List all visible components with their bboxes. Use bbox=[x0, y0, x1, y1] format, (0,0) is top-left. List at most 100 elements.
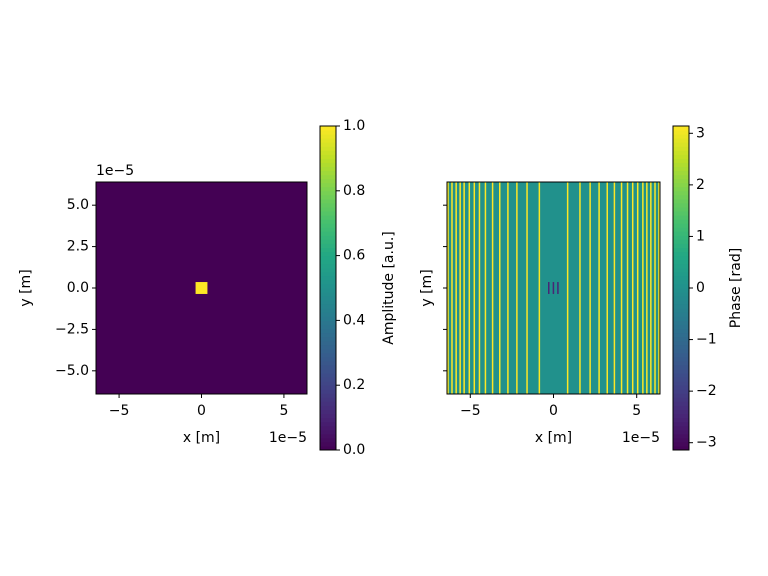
x-axis-label: x [m] bbox=[535, 430, 572, 446]
colorbar-segment bbox=[320, 134, 336, 139]
colorbar-segment bbox=[673, 166, 689, 172]
colorbar-tick-label: 0.4 bbox=[343, 312, 365, 328]
stripe bbox=[654, 182, 656, 394]
colorbar-segment bbox=[673, 445, 689, 451]
stripe bbox=[468, 182, 471, 394]
stripe bbox=[491, 182, 494, 394]
colorbar-segment bbox=[320, 373, 336, 378]
stripe bbox=[538, 182, 541, 394]
x-tick-label: 5 bbox=[632, 403, 641, 419]
colorbar-segment bbox=[320, 150, 336, 155]
colorbar-segment bbox=[320, 138, 336, 143]
colorbar-segment bbox=[673, 158, 689, 163]
colorbar-segment bbox=[320, 421, 336, 427]
colorbar-segment bbox=[320, 275, 336, 281]
colorbar-segment bbox=[673, 182, 689, 188]
stripe bbox=[606, 182, 608, 394]
y-tick-label: 2.5 bbox=[67, 239, 89, 255]
colorbar-segment bbox=[320, 364, 336, 370]
x-offset-label: 1e−5 bbox=[269, 430, 307, 446]
colorbar-segment bbox=[673, 421, 689, 427]
y-tick-label: −5.0 bbox=[55, 363, 89, 379]
colorbar-segment bbox=[673, 324, 689, 329]
colorbar-segment bbox=[673, 425, 689, 431]
region bbox=[557, 282, 559, 294]
colorbar-segment bbox=[673, 397, 689, 402]
colorbar-segment bbox=[673, 381, 689, 386]
colorbar-segment bbox=[320, 332, 336, 338]
colorbar-segment bbox=[673, 146, 689, 151]
colorbar-segment bbox=[673, 356, 689, 362]
colorbar-segment bbox=[673, 304, 689, 309]
y-axis-label: y [m] bbox=[18, 269, 34, 306]
colorbar-segment bbox=[320, 360, 336, 366]
colorbar-segment bbox=[673, 259, 689, 265]
colorbar-label: Amplitude [a.u.] bbox=[381, 231, 397, 344]
colorbar-segment bbox=[320, 178, 336, 184]
colorbar-segment bbox=[320, 223, 336, 228]
colorbar-segment bbox=[673, 126, 689, 131]
stripe bbox=[526, 182, 528, 394]
colorbar-segment bbox=[673, 194, 689, 200]
colorbar-segment bbox=[320, 207, 336, 212]
colorbar-segment bbox=[673, 186, 689, 192]
colorbar-segment bbox=[320, 328, 336, 334]
colorbar-segment bbox=[320, 283, 336, 289]
colorbar-segment bbox=[673, 413, 689, 419]
colorbar-segment bbox=[673, 340, 689, 346]
colorbar-segment bbox=[320, 243, 336, 248]
colorbar-segment bbox=[673, 138, 689, 143]
colorbar-segment bbox=[673, 198, 689, 204]
colorbar-segment bbox=[320, 288, 336, 293]
colorbar-segment bbox=[320, 267, 336, 273]
y-axis-label: y [m] bbox=[419, 269, 435, 306]
colorbar-segment bbox=[673, 336, 689, 342]
colorbar-segment bbox=[673, 219, 689, 224]
stripe bbox=[447, 182, 449, 394]
colorbar-segment bbox=[320, 437, 336, 443]
colorbar-segment bbox=[673, 134, 689, 139]
colorbar-segment bbox=[673, 190, 689, 196]
colorbar-segment bbox=[320, 215, 336, 220]
colorbar-segment bbox=[320, 417, 336, 423]
colorbar-segment bbox=[320, 433, 336, 439]
colorbar-segment bbox=[320, 198, 336, 204]
colorbar-segment bbox=[673, 267, 689, 273]
colorbar-segment bbox=[320, 130, 336, 135]
colorbar-segment bbox=[673, 279, 689, 285]
colorbar-segment bbox=[320, 219, 336, 224]
colorbar-segment bbox=[320, 186, 336, 192]
colorbar-tick-label: 1.0 bbox=[343, 118, 365, 134]
colorbar-segment bbox=[673, 154, 689, 159]
stripe bbox=[642, 182, 644, 394]
colorbar-segment bbox=[673, 393, 689, 398]
colorbar-segment bbox=[673, 437, 689, 443]
colorbar-tick-label: −1 bbox=[696, 332, 717, 348]
colorbar-segment bbox=[673, 377, 689, 382]
colorbar-segment bbox=[673, 215, 689, 220]
colorbar-segment bbox=[320, 316, 336, 321]
colorbar-segment bbox=[673, 360, 689, 366]
colorbar-segment bbox=[320, 389, 336, 394]
colorbar-segment bbox=[320, 251, 336, 257]
colorbar-segment bbox=[320, 320, 336, 325]
colorbar-segment bbox=[320, 369, 336, 374]
y-tick-label: 0.0 bbox=[67, 280, 89, 296]
stripe bbox=[499, 182, 501, 394]
colorbar-tick-label: −3 bbox=[696, 435, 717, 451]
colorbar-segment bbox=[673, 170, 689, 176]
stripe bbox=[636, 182, 639, 394]
colorbar-segment bbox=[673, 263, 689, 269]
colorbar-segment bbox=[320, 429, 336, 435]
colorbar-segment bbox=[320, 146, 336, 151]
colorbar-segment bbox=[320, 312, 336, 317]
x-tick-label: −5 bbox=[460, 403, 481, 419]
colorbar-segment bbox=[673, 247, 689, 253]
stripe bbox=[566, 182, 569, 394]
y-offset-label: 1e−5 bbox=[96, 163, 134, 179]
stripe bbox=[646, 182, 648, 394]
colorbar-segment bbox=[673, 211, 689, 216]
colorbar-segment bbox=[320, 142, 336, 147]
colorbar-segment bbox=[320, 401, 336, 406]
stripe bbox=[484, 182, 487, 394]
